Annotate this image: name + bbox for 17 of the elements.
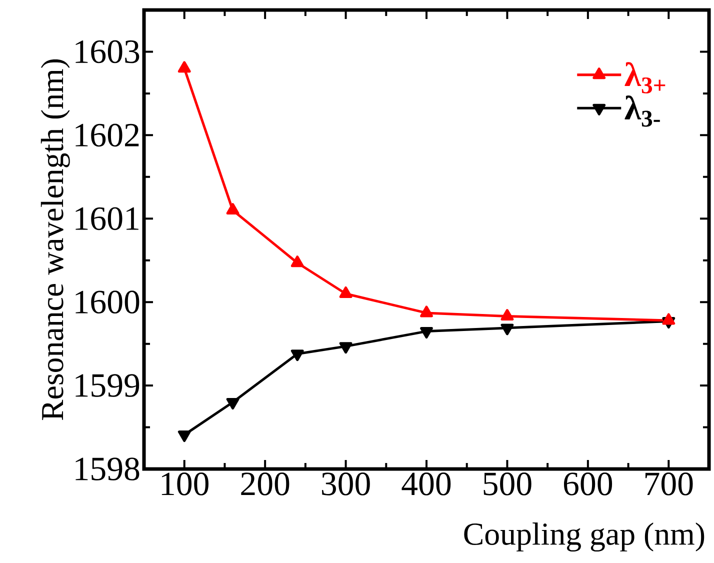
y-tick-label: 1603	[76, 40, 140, 64]
y-tick-label: 1602	[76, 124, 139, 147]
x-tick-label: 200	[241, 472, 290, 496]
y-tick-label: 1600	[76, 290, 140, 314]
y-tick-label: 1598	[76, 458, 140, 480]
y-axis-title: Resonance wavelength (nm)	[40, 59, 70, 420]
x-tick-label: 600	[564, 472, 612, 496]
y-tick-label: 1599	[76, 374, 140, 397]
y-tick-label: 1601	[76, 207, 138, 230]
legend-label: λ$_{3-}$	[624, 95, 660, 127]
x-tick-label: 100	[162, 472, 208, 496]
x-axis-title: Coupling gap (nm)	[464, 522, 704, 552]
x-tick-label: 400	[402, 472, 451, 496]
x-tick-label: 700	[645, 472, 693, 496]
x-tick-label: 500	[484, 472, 532, 496]
legend-label: λ$_{3+}$	[624, 62, 666, 94]
x-tick-label: 300	[322, 472, 370, 496]
